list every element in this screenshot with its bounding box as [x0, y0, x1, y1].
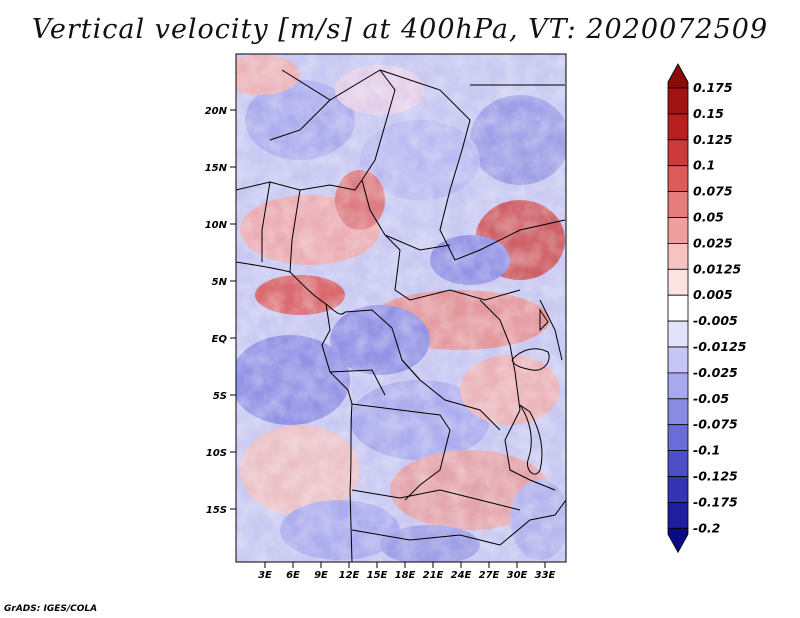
lon-tick-24e: 24E	[451, 570, 472, 581]
colorbar-bin	[667, 268, 689, 296]
colorbar-bin	[667, 398, 689, 426]
colorbar-level-label: -0.075	[693, 417, 738, 432]
colorbar-level-label: -0.025	[693, 365, 738, 380]
colorbar-level-label: 0.05	[693, 210, 724, 225]
colorbar-bin	[667, 450, 689, 477]
colorbar-level-label: 0.1	[693, 158, 715, 173]
lon-tick-9e: 9E	[314, 570, 328, 581]
colorbar-level-label: -0.125	[693, 469, 738, 484]
lat-tick-20n: 20N	[205, 106, 228, 117]
map-title: Vertical velocity [m/s] at 400hPa, VT: 2…	[31, 14, 769, 45]
field-texture	[236, 54, 566, 562]
lat-tick-15s: 15S	[206, 505, 227, 516]
lat-tick-15n: 15N	[205, 163, 228, 174]
colorbar: 0.175 0.15 0.125 0.1 0.075 0.05 0.025 0.0125 0.0…	[667, 63, 747, 554]
colorbar-bin	[667, 87, 689, 115]
grads-credit: GrADS: IGES/COLA	[4, 604, 98, 614]
colorbar-bin	[667, 191, 689, 218]
colorbar-bin	[667, 476, 689, 503]
colorbar-bin	[667, 320, 689, 348]
colorbar-level-label: -0.05	[693, 391, 729, 406]
colorbar-level-label: 0.0125	[693, 261, 742, 276]
lon-tick-30e: 30E	[507, 570, 528, 581]
lon-tick-27e: 27E	[479, 570, 500, 581]
colorbar-level-label: -0.2	[693, 520, 720, 535]
lat-tick-10s: 10S	[206, 448, 227, 459]
colorbar-level-label: -0.175	[693, 494, 738, 509]
lat-tick-10n: 10N	[205, 220, 228, 231]
colorbar-level-label: 0.005	[693, 287, 733, 302]
lon-tick-21e: 21E	[423, 570, 444, 581]
colorbar-bin	[667, 424, 689, 452]
country-borders	[236, 69, 566, 562]
colorbar-bin	[667, 527, 689, 554]
lon-tick-12e: 12E	[339, 570, 360, 581]
colorbar-bin	[667, 165, 689, 192]
colorbar-level-label: 0.025	[693, 235, 733, 250]
lon-tick-18e: 18E	[395, 570, 416, 581]
colorbar-bin	[667, 217, 689, 244]
colorbar-bin	[667, 63, 689, 89]
colorbar-level-label: 0.125	[693, 132, 733, 147]
colorbar-bin	[667, 372, 689, 400]
colorbar-level-label: -0.0125	[693, 339, 747, 354]
map-frame	[235, 53, 567, 563]
colorbar-bin	[667, 346, 689, 374]
colorbar-level-label: 0.15	[693, 106, 724, 121]
colorbar-level-label: 0.075	[693, 184, 733, 199]
lon-tick-6e: 6E	[286, 570, 300, 581]
colorbar-level-label: -0.005	[693, 313, 738, 328]
colorbar-bin	[667, 242, 689, 270]
lat-tick-5n: 5N	[212, 277, 228, 288]
colorbar-bin	[667, 113, 689, 141]
lat-tick-5s: 5S	[213, 391, 227, 402]
lon-tick-15e: 15E	[367, 570, 388, 581]
colorbar-bin	[667, 501, 689, 529]
colorbar-level-label: -0.1	[693, 443, 720, 458]
colorbar-level-label: 0.175	[693, 80, 733, 95]
lat-tick-eq: EQ	[212, 334, 228, 345]
lon-tick-3e: 3E	[258, 570, 272, 581]
lon-tick-33e: 33E	[535, 570, 556, 581]
colorbar-bin	[667, 294, 689, 322]
map-panel	[236, 54, 566, 562]
colorbar-bin	[667, 139, 689, 167]
longitude-axis: 3E 6E 9E 12E 15E 18E 21E 24E 27E 30E 33E	[258, 562, 556, 581]
latitude-axis: 20N 15N 10N 5N EQ 5S 10S 15S	[205, 106, 236, 516]
